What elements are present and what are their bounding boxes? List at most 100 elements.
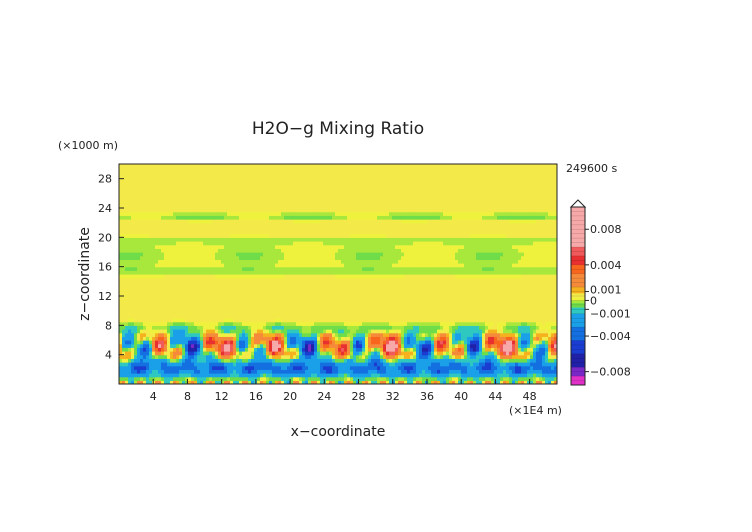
heatmap-cell [266,281,270,286]
heatmap-cell [188,263,192,268]
heatmap-cell [395,266,399,271]
heatmap-cell [242,307,246,312]
heatmap-cell [284,380,288,384]
heatmap-cell [545,314,549,319]
heatmap-cell [416,365,420,370]
heatmap-cell [179,307,183,312]
heatmap-cell [452,296,456,301]
heatmap-cell [530,299,534,304]
heatmap-cell [158,354,162,359]
heatmap-cell [272,351,276,356]
heatmap-cell [134,329,138,334]
heatmap-cell [338,270,342,275]
heatmap-cell [482,277,486,282]
heatmap-cell [299,321,303,326]
heatmap-cell [257,354,261,359]
heatmap-cell [332,303,336,308]
heatmap-cell [449,266,453,271]
heatmap-cell [344,329,348,334]
heatmap-cell [497,351,501,356]
heatmap-cell [314,343,318,348]
heatmap-cell [308,318,312,323]
heatmap-cell [296,336,300,341]
heatmap-cell [254,296,258,301]
heatmap-cell [491,285,495,290]
heatmap-cell [155,299,159,304]
heatmap-cell [284,270,288,275]
heatmap-cell [245,310,249,315]
heatmap-cell [275,318,279,323]
heatmap-cell [335,296,339,301]
heatmap-cell [167,343,171,348]
heatmap-cell [461,310,465,315]
heatmap-cell [497,336,501,341]
heatmap-cell [548,373,552,378]
heatmap-cell [242,325,246,330]
heatmap-cell [455,263,459,268]
heatmap-cell [449,303,453,308]
heatmap-cell [374,314,378,319]
heatmap-cell [482,318,486,323]
heatmap-cell [146,303,150,308]
heatmap-cell [290,270,294,275]
heatmap-cell [143,369,147,374]
heatmap-cell [536,307,540,312]
heatmap-cell [464,314,468,319]
heatmap-cell [143,362,147,367]
heatmap-cell [443,376,447,381]
heatmap-cell [440,343,444,348]
heatmap-cell [494,281,498,286]
heatmap-cell [551,347,555,352]
heatmap-cell [137,303,141,308]
heatmap-cell [416,332,420,337]
heatmap-cell [338,380,342,384]
heatmap-cell [527,318,531,323]
heatmap-cell [437,310,441,315]
heatmap-cell [419,292,423,297]
heatmap-cell [218,292,222,297]
heatmap-cell [428,274,432,279]
heatmap-cell [356,303,360,308]
heatmap-cell [365,351,369,356]
heatmap-cell [461,332,465,337]
heatmap-cell [500,270,504,275]
heatmap-cell [500,266,504,271]
heatmap-cell [518,336,522,341]
heatmap-cell [419,318,423,323]
heatmap-cell [140,380,144,384]
heatmap-cell [161,329,165,334]
heatmap-cell [479,347,483,352]
heatmap-cell [521,314,525,319]
heatmap-cell [251,365,255,370]
heatmap-cell [293,270,297,275]
heatmap-cell [494,266,498,271]
heatmap-cell [392,351,396,356]
heatmap-cell [410,340,414,345]
heatmap-cell [212,270,216,275]
heatmap-cell [449,307,453,312]
heatmap-cell [554,310,557,315]
heatmap-cell [170,332,174,337]
heatmap-cell [527,358,531,363]
heatmap-cell [191,277,195,282]
heatmap-cell [446,376,450,381]
heatmap-cell [467,336,471,341]
heatmap-cell [257,259,261,264]
heatmap-cell [353,376,357,381]
heatmap-cell [377,347,381,352]
heatmap-cell [284,332,288,337]
heatmap-cell [224,373,228,378]
heatmap-cell [125,376,129,381]
heatmap-cell [314,354,318,359]
heatmap-cell [473,274,477,279]
heatmap-cell [266,270,270,275]
heatmap-cell [329,285,333,290]
heatmap-cell [236,365,240,370]
heatmap-cell [284,340,288,345]
heatmap-cell [506,318,510,323]
heatmap-cell [212,281,216,286]
heatmap-cell [479,369,483,374]
heatmap-cell [335,340,339,345]
heatmap-cell [314,347,318,352]
heatmap-cell [527,299,531,304]
